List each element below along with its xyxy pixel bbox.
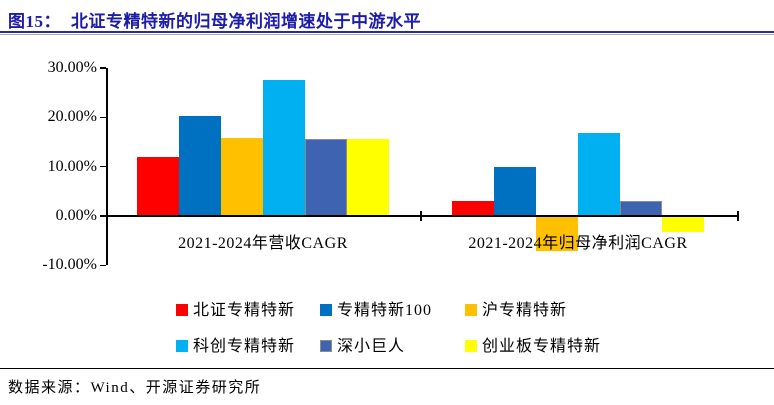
bar	[620, 200, 662, 216]
bar	[221, 137, 263, 216]
y-axis-label: 30.00%	[47, 59, 97, 77]
legend-item: 北证专精特新	[176, 296, 295, 319]
figure-number-label: 图15：	[8, 12, 61, 31]
figure-title-text: 北证专精特新的归母净利润增速处于中游水平	[71, 12, 421, 31]
y-axis-tick	[100, 67, 106, 69]
legend-label: 沪专精特新	[482, 302, 568, 319]
x-axis-tick	[737, 211, 739, 221]
legend-item: 专精特新100	[320, 296, 432, 319]
legend-item: 科创专精特新	[176, 332, 295, 355]
bar	[578, 133, 620, 216]
legend-label: 科创专精特新	[193, 338, 296, 355]
legend-swatch	[465, 340, 477, 352]
legend-item: 创业板专精特新	[465, 332, 601, 355]
legend-swatch	[320, 340, 332, 352]
bar	[347, 139, 389, 216]
title-divider-shadow	[0, 34, 774, 35]
y-axis-tick	[100, 116, 106, 119]
legend-swatch	[320, 304, 332, 316]
legend-item: 沪专精特新	[465, 296, 567, 319]
footer-divider	[0, 368, 774, 369]
y-axis-tick	[100, 264, 106, 267]
legend-swatch	[176, 340, 188, 352]
bar	[662, 216, 704, 232]
bar	[536, 216, 578, 252]
y-axis-label: 0.00%	[55, 207, 97, 224]
legend-label: 深小巨人	[337, 338, 406, 355]
data-source: 数据来源：Wind、开源证券研究所	[8, 380, 262, 396]
y-axis-tick	[100, 215, 106, 217]
y-axis-label: -10.00%	[42, 256, 97, 274]
x-axis-line	[106, 215, 737, 217]
bar	[305, 139, 347, 216]
title-divider	[0, 31, 774, 33]
legend-label: 专精特新100	[337, 302, 433, 319]
y-axis-label: 10.00%	[47, 157, 97, 175]
y-axis-line	[106, 68, 108, 265]
bar	[452, 200, 494, 216]
y-axis-label: 20.00%	[47, 108, 97, 126]
category-label: 2021-2024年归母净利润CAGR	[468, 235, 688, 252]
figure-title: 图15： 北证专精特新的归母净利润增速处于中游水平	[8, 7, 421, 32]
legend-item: 深小巨人	[320, 332, 405, 355]
category-label: 2021-2024年营收CAGR	[178, 235, 348, 252]
bar	[494, 167, 536, 216]
legend-swatch	[176, 304, 188, 316]
bar	[137, 156, 179, 216]
legend-swatch	[465, 304, 477, 316]
bar	[179, 116, 221, 216]
legend-label: 创业板专精特新	[482, 338, 602, 355]
y-axis-tick	[100, 165, 106, 168]
x-axis-tick	[420, 211, 422, 221]
legend-label: 北证专精特新	[193, 302, 296, 319]
bar	[263, 79, 305, 216]
